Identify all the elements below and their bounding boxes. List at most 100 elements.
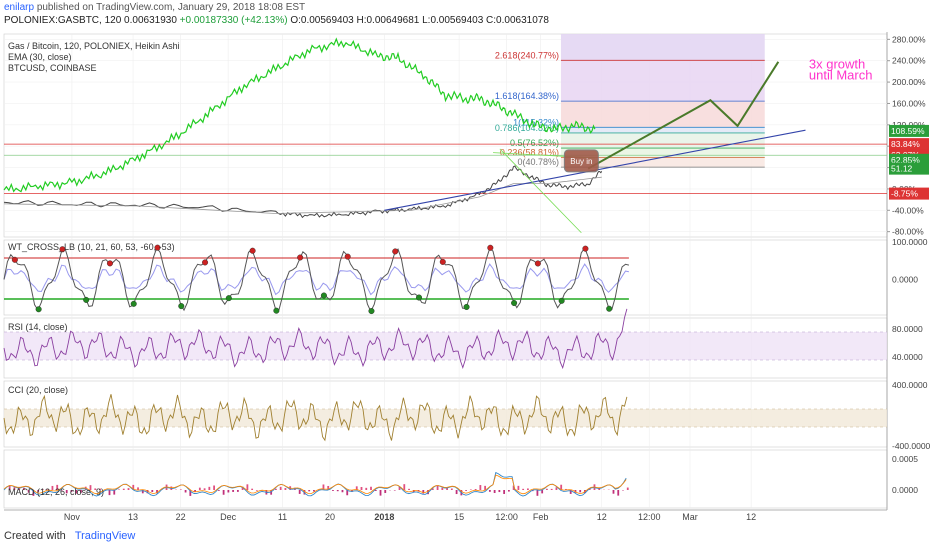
macd-histogram-bar bbox=[284, 488, 287, 490]
macd-histogram-bar bbox=[118, 489, 120, 490]
macd-histogram-bar bbox=[227, 490, 230, 493]
main-legend-item: BTCUSD, COINBASE bbox=[8, 63, 97, 73]
x-tick-label: 22 bbox=[176, 512, 186, 522]
created-with-text: Created with bbox=[4, 530, 66, 542]
wt-cross-dot bbox=[297, 254, 304, 261]
price-label-box bbox=[889, 138, 929, 151]
macd-histogram-bar bbox=[465, 490, 467, 491]
wt-cross-dot bbox=[59, 246, 66, 253]
wt-cross-dot bbox=[416, 294, 423, 301]
x-tick-label: 12 bbox=[597, 512, 607, 522]
wt-cross-dot bbox=[154, 244, 161, 251]
macd-histogram-bar bbox=[89, 485, 92, 490]
macd-histogram-bar bbox=[236, 490, 239, 492]
macd-histogram-bar bbox=[151, 490, 154, 493]
fib-level-label: 0.236(58.81%) bbox=[500, 148, 559, 158]
macd-histogram-bar bbox=[336, 490, 339, 492]
macd-histogram-bar bbox=[241, 486, 244, 490]
btc-line bbox=[3, 37, 596, 193]
macd-y-tick: 0.0000 bbox=[892, 485, 918, 495]
rsi-line bbox=[3, 308, 628, 370]
macd-histogram-bar bbox=[208, 486, 211, 490]
wt-legend: WT_CROSS_LB (10, 21, 60, 53, -60, -53) bbox=[8, 242, 175, 252]
cci-band bbox=[4, 409, 887, 427]
price-label: 108.59% bbox=[891, 126, 925, 136]
macd-histogram-bar bbox=[270, 490, 273, 495]
macd-y-tick: 0.0005 bbox=[892, 454, 918, 464]
main-legend-item: Gas / Bitcoin, 120, POLONIEX, Heikin Ash… bbox=[8, 41, 180, 51]
macd-histogram-bar bbox=[393, 490, 396, 491]
green-fan-line bbox=[499, 148, 582, 234]
macd-histogram-bar bbox=[132, 484, 135, 490]
macd-histogram-bar bbox=[156, 490, 158, 494]
macd-histogram-bar bbox=[32, 490, 35, 496]
macd-histogram-bar bbox=[403, 484, 406, 490]
fib-zone bbox=[560, 127, 765, 133]
macd-histogram-bar bbox=[484, 485, 487, 490]
macd-histogram-bar bbox=[313, 490, 315, 492]
macd-histogram-bar bbox=[37, 490, 40, 492]
macd-histogram-bar bbox=[189, 490, 192, 496]
macd-histogram-bar bbox=[75, 490, 78, 494]
x-tick-label: 15 bbox=[454, 512, 464, 522]
wt-cross-dot bbox=[83, 296, 90, 303]
fib-level-label: 0.5(76.52%) bbox=[510, 138, 559, 148]
macd-histogram-bar bbox=[61, 490, 63, 491]
wt-y-tick: 0.0000 bbox=[892, 275, 918, 285]
macd-signal-line bbox=[3, 474, 627, 495]
wt-cross-dot bbox=[439, 258, 446, 265]
macd-histogram-bar bbox=[184, 490, 187, 493]
pane-macd-frame bbox=[3, 449, 888, 509]
macd-histogram-bar bbox=[555, 487, 558, 490]
rsi-y-tick: 80.0000 bbox=[892, 324, 923, 334]
price-label-box bbox=[889, 124, 929, 137]
macd-histogram-bar bbox=[546, 488, 548, 490]
y-tick-label: 280.00% bbox=[892, 34, 926, 44]
macd-histogram-bar bbox=[23, 487, 25, 490]
macd-histogram-bar bbox=[569, 490, 572, 494]
wt-cross-dot bbox=[202, 259, 209, 266]
macd-histogram-bar bbox=[450, 488, 453, 490]
fib-level-label: 1.618(164.38%) bbox=[495, 91, 559, 101]
wt-cross-dot bbox=[534, 260, 541, 267]
gas-price-line bbox=[3, 165, 603, 219]
wt-cross-dot bbox=[320, 292, 327, 299]
macd-histogram-bar bbox=[213, 485, 216, 490]
wt-cross-dot bbox=[368, 308, 375, 315]
macd-histogram-bar bbox=[56, 484, 59, 490]
macd-histogram-bar bbox=[579, 490, 582, 493]
x-tick-label: Nov bbox=[64, 512, 81, 522]
wt-cross-dot bbox=[392, 248, 399, 255]
macd-histogram-bar bbox=[431, 488, 434, 490]
author-link[interactable]: enilarp bbox=[4, 2, 35, 13]
macd-histogram-bar bbox=[479, 485, 482, 490]
macd-histogram-bar bbox=[251, 488, 254, 490]
publish-info: published on TradingView.com, January 29… bbox=[36, 2, 306, 13]
cci-y-tick: 400.0000 bbox=[892, 380, 928, 390]
price-label-box bbox=[889, 187, 929, 200]
macd-histogram-bar bbox=[198, 487, 201, 490]
x-tick-label: Mar bbox=[682, 512, 698, 522]
fib-zone bbox=[560, 60, 765, 102]
ohlc-values: O:0.00569403 H:0.00649681 L:0.00569403 C… bbox=[290, 15, 549, 26]
annotation-text-line2: until March bbox=[809, 67, 873, 82]
cci-line bbox=[3, 394, 628, 442]
annotation-text-line1: 3x growth bbox=[809, 57, 865, 72]
wt-cross-dot bbox=[606, 305, 613, 312]
macd-histogram-bar bbox=[517, 485, 520, 490]
macd-histogram-bar bbox=[13, 487, 16, 490]
y-tick-label: 200.00% bbox=[892, 77, 926, 87]
cci-y-tick: -400.0000 bbox=[892, 441, 931, 451]
wt-cross-dot bbox=[511, 300, 518, 307]
tradingview-logo[interactable]: TradingView bbox=[74, 530, 136, 542]
macd-histogram-bar bbox=[469, 489, 472, 490]
x-tick-label: Feb bbox=[533, 512, 549, 522]
macd-histogram-bar bbox=[127, 488, 130, 490]
x-tick-label: 11 bbox=[278, 512, 287, 522]
macd-histogram-bar bbox=[436, 485, 439, 490]
fib-zone bbox=[560, 132, 765, 149]
price-label: 83.84% bbox=[891, 139, 920, 149]
macd-histogram-bar bbox=[255, 490, 258, 491]
fib-zone-top bbox=[560, 34, 765, 61]
